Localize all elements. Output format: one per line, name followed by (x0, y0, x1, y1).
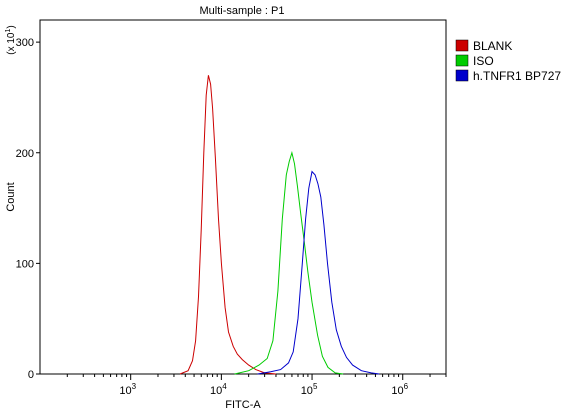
legend-swatch (455, 69, 469, 82)
y-tick-label: 0 (28, 369, 34, 381)
legend-label: BLANK (473, 39, 512, 53)
plot-frame (39, 19, 447, 375)
legend-swatch (455, 39, 469, 52)
y-tick-label: 200 (16, 148, 34, 160)
x-tick-label: 105 (301, 382, 318, 397)
legend-label: h.TNFR1 BP727 (473, 69, 561, 83)
legend-label: ISO (473, 54, 494, 68)
y-multiplier-label: (x 101) (5, 25, 17, 54)
y-axis-label: Count (5, 182, 17, 211)
x-axis-label: FITC-A (225, 399, 261, 411)
plot-layer: (x 101) 0 100 200 300 103 104 105 106 BLANKISOh.T… (5, 19, 561, 397)
series-line (257, 170, 380, 375)
x-tick-label: 106 (391, 382, 408, 397)
x-tick-label: 104 (210, 382, 227, 397)
chart-title: Multi-sample : P1 (200, 5, 285, 17)
x-tick-label: 103 (119, 382, 136, 397)
series-line (234, 150, 344, 375)
y-tick-label: 100 (16, 258, 34, 270)
series-line (179, 75, 277, 375)
legend-swatch (455, 54, 469, 67)
y-tick-label: 300 (16, 37, 34, 49)
